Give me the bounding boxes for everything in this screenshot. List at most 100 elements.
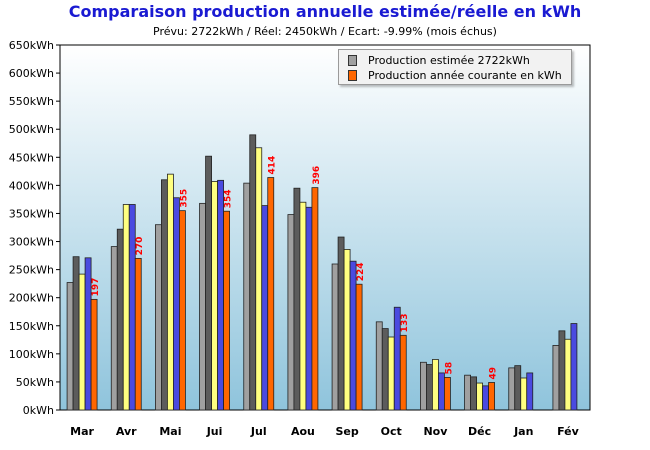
bar-estimated-c [167, 173, 174, 411]
bar-actual [399, 334, 407, 411]
bar-estimated-d [570, 323, 578, 411]
bar-series: 197 270 355 354 414 396 224 133 58 49 [66, 134, 578, 411]
bar-estimated-b [514, 365, 522, 411]
bar-value-label: 354 [224, 189, 234, 208]
y-axis: 0kWh 50kWh 100kWh 150kWh 200kWh 250kWh 300kWh 3… [9, 39, 60, 417]
bar-value-label: 396 [312, 166, 322, 185]
bar-value-label: 133 [400, 314, 410, 333]
bar-estimated-c [255, 147, 263, 411]
legend-swatch-estimated [348, 55, 357, 66]
bar-estimated-a [66, 282, 74, 411]
y-tick-label: 300kWh [9, 236, 54, 249]
bar-estimated-c [564, 338, 572, 411]
bar-estimated-d [305, 206, 313, 411]
bar-estimated-c [78, 273, 86, 411]
bar-estimated-c [343, 248, 351, 411]
bar-estimated-d [438, 372, 445, 411]
bar-estimated-c [122, 204, 130, 411]
bar-estimated-b [293, 187, 301, 411]
bar-value-label: 270 [135, 237, 145, 256]
bar-actual [311, 187, 319, 411]
bar-estimated-b [426, 364, 433, 411]
x-tick-label: Déc [468, 425, 491, 438]
x-tick-label: Oct [381, 425, 402, 438]
bar-estimated-a [331, 263, 339, 411]
bar-estimated-c [476, 382, 483, 411]
y-tick-label: 550kWh [9, 95, 54, 108]
y-tick-label: 450kWh [9, 151, 54, 164]
bar-estimated-c [387, 336, 395, 411]
bar-estimated-a [155, 224, 162, 411]
x-tick-label: Nov [423, 425, 448, 438]
legend-swatch-actual [348, 70, 357, 81]
bar-estimated-b [470, 376, 477, 411]
bar-estimated-a [420, 361, 427, 411]
bar-estimated-b [337, 236, 345, 411]
x-tick-label: Mai [159, 425, 181, 438]
bar-estimated-b [205, 155, 212, 411]
bar-estimated-b [249, 134, 257, 411]
bar-actual [267, 177, 275, 411]
y-tick-label: 500kWh [9, 123, 54, 136]
bar-value-label: 58 [444, 362, 454, 375]
bar-estimated-c [211, 181, 218, 411]
y-tick-label: 50kWh [16, 376, 54, 389]
bar-value-label: 197 [91, 278, 101, 297]
bar-estimated-d [526, 372, 534, 411]
bar-value-label: 49 [489, 367, 499, 380]
bar-actual [179, 210, 186, 411]
bar-actual [223, 210, 230, 411]
y-tick-label: 350kWh [9, 207, 54, 220]
bar-estimated-b [558, 330, 566, 411]
bar-actual [355, 283, 363, 411]
bar-estimated-a [243, 182, 251, 411]
bar-estimated-b [161, 179, 168, 411]
bar-estimated-d [349, 260, 357, 411]
bar-estimated-d [217, 179, 224, 411]
bar-estimated-b [72, 256, 80, 411]
x-tick-label: Sep [335, 425, 358, 438]
y-tick-label: 150kWh [9, 320, 54, 333]
bar-actual [90, 298, 98, 411]
bar-value-label: 355 [179, 189, 189, 208]
y-tick-label: 250kWh [9, 264, 54, 277]
bar-estimated-a [199, 202, 206, 411]
bar-estimated-d [482, 385, 489, 411]
bar-estimated-d [261, 205, 269, 411]
bar-estimated-a [375, 321, 383, 411]
bar-estimated-d [128, 204, 136, 411]
x-tick-label: Aou [291, 425, 315, 438]
legend-label-estimated: Production estimée 2722kWh [368, 54, 530, 67]
bar-estimated-b [116, 228, 124, 411]
bar-estimated-b [381, 328, 389, 411]
plot-area [59, 44, 591, 411]
bar-value-label: 224 [356, 262, 366, 281]
chart-subtitle: Prévu: 2722kWh / Réel: 2450kWh / Ecart: … [153, 25, 497, 38]
bar-estimated-c [432, 359, 439, 411]
y-tick-label: 200kWh [9, 292, 54, 305]
bar-actual [444, 377, 451, 411]
bar-estimated-a [508, 367, 516, 411]
y-tick-label: 100kWh [9, 348, 54, 361]
bar-actual [134, 257, 142, 411]
x-tick-label: Avr [116, 425, 137, 438]
bar-value-label: 414 [268, 156, 278, 175]
y-tick-label: 400kWh [9, 179, 54, 192]
y-tick-label: 0kWh [23, 404, 54, 417]
y-tick-label: 600kWh [9, 67, 54, 80]
legend-label-actual: Production année courante en kWh [368, 69, 562, 82]
x-tick-label: Fév [557, 425, 580, 438]
bar-estimated-c [299, 201, 307, 411]
x-axis: Mar Avr Mai Jui Jul Aou Sep Oct Nov Déc Jan Fév [70, 425, 579, 438]
bar-estimated-c [520, 377, 528, 411]
legend: Production estimée 2722kWh Production an… [338, 49, 572, 85]
bar-estimated-a [464, 374, 471, 411]
x-tick-label: Jui [206, 425, 223, 438]
bar-actual [488, 382, 495, 411]
y-tick-label: 650kWh [9, 39, 54, 52]
bar-estimated-a [110, 246, 118, 411]
x-tick-label: Mar [70, 425, 94, 438]
x-tick-label: Jul [250, 425, 267, 438]
x-tick-label: Jan [513, 425, 533, 438]
